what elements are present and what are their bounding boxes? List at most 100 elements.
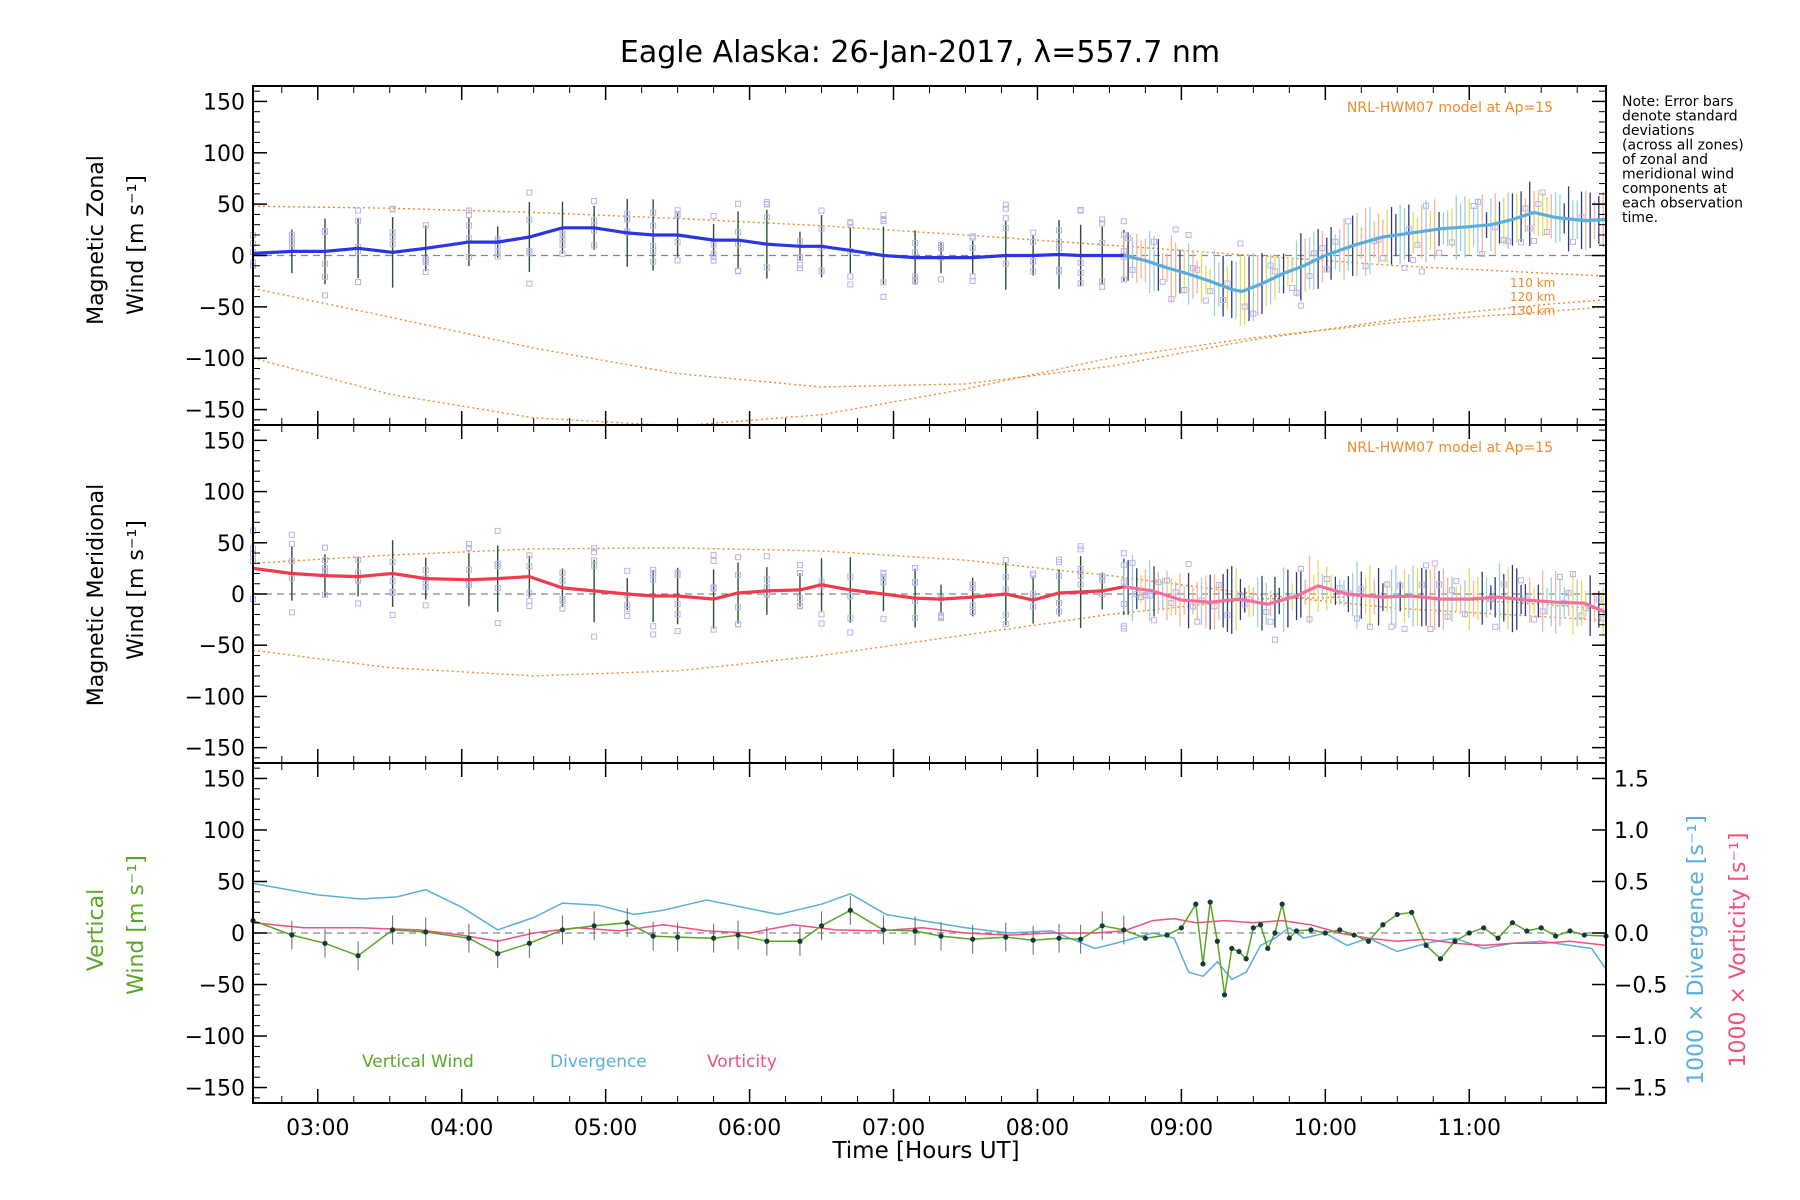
sample-point xyxy=(735,554,742,561)
sample-point xyxy=(912,278,919,285)
vertical-wind-point xyxy=(797,938,803,944)
vertical-wind-point xyxy=(624,920,630,926)
y-tick-label: 100 xyxy=(203,819,245,844)
sample-point xyxy=(1189,265,1196,272)
sample-point xyxy=(847,219,854,226)
vertical-wind-point xyxy=(970,936,976,942)
note-line: components at xyxy=(1622,181,1728,197)
sample-point xyxy=(355,217,362,224)
divergence-line xyxy=(252,882,1607,981)
sample-point xyxy=(1030,570,1037,577)
sample-point xyxy=(1500,236,1507,243)
sample-point xyxy=(1172,589,1179,596)
vertical-wind-point xyxy=(526,940,532,946)
vertical-wind-point xyxy=(591,923,597,929)
y-tick-label: 50 xyxy=(217,532,245,557)
sample-point xyxy=(624,210,631,217)
sample-point xyxy=(1224,280,1231,287)
sample-point xyxy=(674,601,681,608)
sample-point xyxy=(1569,570,1576,577)
note-line: time. xyxy=(1622,210,1658,226)
sample-point xyxy=(674,211,681,218)
sample-point xyxy=(1129,559,1136,566)
sample-point xyxy=(1423,202,1430,209)
sample-point xyxy=(1362,263,1369,270)
sample-point xyxy=(1319,245,1326,252)
vertical-wind-point xyxy=(1365,938,1372,944)
sample-point xyxy=(650,570,657,577)
sample-point xyxy=(1556,573,1563,580)
sample-point xyxy=(880,279,887,286)
sample-point xyxy=(389,234,396,241)
sample-point xyxy=(796,562,803,569)
sample-point xyxy=(1002,225,1009,232)
sample-point xyxy=(389,206,396,213)
sample-point xyxy=(1138,594,1145,601)
vertical-wind-point xyxy=(880,927,887,933)
sample-point xyxy=(1492,623,1499,630)
vertical-wind-point xyxy=(559,927,566,933)
sample-point xyxy=(1077,572,1084,579)
sample-point xyxy=(710,257,717,264)
sample-point xyxy=(389,559,396,566)
note-line: denote standard xyxy=(1622,109,1738,125)
sample-point xyxy=(1582,605,1589,612)
sample-point xyxy=(1030,603,1037,610)
sample-point xyxy=(818,225,825,232)
sample-point xyxy=(559,250,566,257)
sample-point xyxy=(880,570,887,577)
vertical-wind-line xyxy=(252,901,1607,995)
sample-point xyxy=(1002,620,1009,627)
sample-point xyxy=(1414,241,1421,248)
sample-point xyxy=(674,611,681,618)
sample-point xyxy=(288,239,295,246)
vertical-wind-point xyxy=(1553,933,1559,939)
sample-point xyxy=(735,571,742,578)
vertical-wind-point xyxy=(847,907,853,913)
sample-point xyxy=(1379,255,1386,262)
x-tick-label: 07:00 xyxy=(862,1116,925,1141)
sample-point xyxy=(818,207,825,214)
model-altitude-110: 110 km xyxy=(1510,276,1555,290)
zonal-wind-line-late xyxy=(1123,210,1607,294)
vertical-wind-point xyxy=(1581,932,1588,938)
sample-point xyxy=(912,579,919,586)
sample-point xyxy=(1431,560,1438,567)
sample-point xyxy=(1448,239,1455,246)
y-tick-label: 100 xyxy=(203,481,245,506)
vertical-wind-point xyxy=(938,933,944,939)
sample-point xyxy=(389,578,396,585)
sample-point xyxy=(1518,577,1525,584)
y-tick-label: −50 xyxy=(199,296,245,321)
sample-point xyxy=(763,199,770,206)
model-label-zonal: NRL-HWM07 model at Ap=15 xyxy=(1347,100,1553,116)
sample-point xyxy=(591,242,598,249)
vertical-wind-point xyxy=(1178,925,1184,931)
y-label-zonal-1: Magnetic Zonal xyxy=(84,155,109,325)
vertical-wind-point xyxy=(1538,925,1544,931)
y-label-zonal-2: Wind [m s⁻¹] xyxy=(124,175,149,315)
sample-point xyxy=(710,250,717,257)
sample-point xyxy=(763,264,770,271)
x-tick-label: 04:00 xyxy=(430,1116,493,1141)
model-altitude-120: 120 km xyxy=(1510,290,1555,304)
sample-point xyxy=(559,577,566,584)
y2-tick-label: 0.5 xyxy=(1614,870,1649,895)
sample-point xyxy=(1297,302,1304,309)
sample-point xyxy=(847,615,854,622)
sample-point xyxy=(288,531,295,538)
sample-point xyxy=(1448,587,1455,594)
sample-point xyxy=(1151,238,1158,245)
sample-point xyxy=(1543,228,1550,235)
sample-point xyxy=(1267,262,1274,269)
y-tick-label: 150 xyxy=(203,429,245,454)
sample-point xyxy=(1002,574,1009,581)
x-tick-label: 10:00 xyxy=(1294,1116,1357,1141)
sample-point xyxy=(969,581,976,588)
sample-point xyxy=(847,629,854,636)
sample-point xyxy=(796,602,803,609)
sample-point xyxy=(847,281,854,288)
vertical-wind-point xyxy=(1193,901,1199,907)
sample-point xyxy=(1578,612,1585,619)
sample-point xyxy=(591,198,598,205)
